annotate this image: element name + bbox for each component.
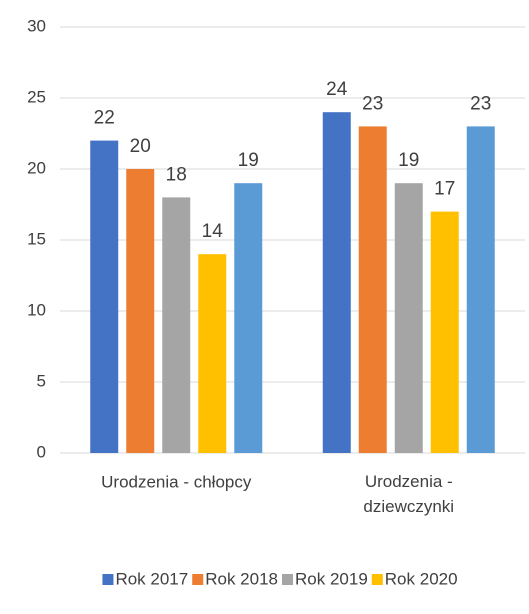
legend-item: Rok 2020 [371, 569, 458, 588]
legend-item: Rok 2019 [282, 569, 368, 588]
legend-item: Rok 2018 [192, 569, 278, 588]
bar [358, 126, 387, 454]
x-tick-label: Urodzenia - chłopcy [101, 472, 252, 491]
y-tick-label: 15 [27, 229, 46, 248]
legend-item: Rok 2017 [102, 569, 188, 588]
data-label: 23 [362, 93, 383, 114]
data-label: 19 [398, 150, 419, 171]
bar [322, 112, 351, 453]
y-tick-label: 5 [37, 371, 46, 390]
legend-label: Rok 2018 [205, 569, 278, 588]
y-tick-label: 25 [27, 87, 46, 106]
bar [394, 183, 423, 453]
bar [198, 254, 227, 453]
bar [466, 126, 495, 454]
bar [162, 197, 191, 453]
bar [90, 140, 119, 453]
y-tick-label: 10 [27, 300, 46, 319]
legend-label: Rok 2019 [295, 569, 368, 588]
data-label: 17 [434, 179, 455, 200]
data-label: 23 [470, 93, 491, 114]
data-label: 19 [238, 150, 259, 171]
legend-swatch [192, 574, 204, 585]
y-tick-label: 30 [27, 16, 46, 35]
legend-label: Rok 2017 [115, 569, 188, 588]
bar [430, 211, 459, 453]
bar [126, 169, 155, 453]
legend-swatch [371, 574, 383, 585]
y-tick-label: 20 [27, 158, 46, 177]
data-label: 14 [202, 221, 224, 242]
data-label: 20 [130, 136, 151, 157]
data-label: 24 [326, 79, 348, 100]
y-tick-label: 0 [37, 442, 46, 461]
legend-label: Rok 2020 [385, 569, 458, 588]
legend-swatch [282, 574, 293, 585]
data-label: 22 [94, 108, 115, 129]
x-tick-label: Urodzenia -dziewczynki [363, 472, 454, 516]
bar [234, 183, 263, 453]
legend-swatch [102, 574, 114, 585]
data-label: 18 [166, 164, 187, 185]
